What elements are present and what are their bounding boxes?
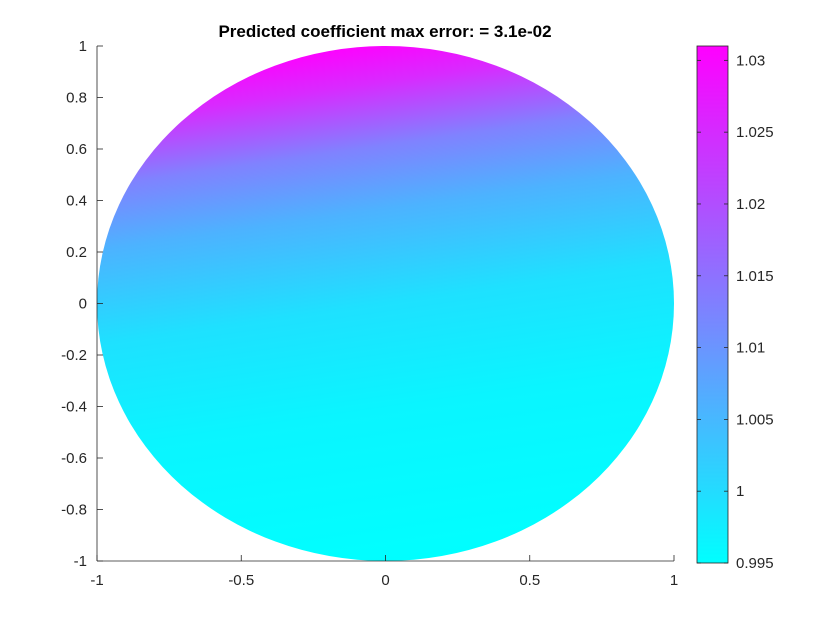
plot-area: -1 -0.5 0 0.5 1 -1 -0.8 -0.6 -0.4 -0.2 0 0.2 0.4 0.6 0… (61, 38, 678, 589)
x-tick-label: 0.5 (519, 572, 540, 589)
colorbar: 0.995 1 1.005 1.01 1.015 1.02 1.025 1.03 (696, 45, 774, 572)
colorbar-tick-label: 1.02 (736, 196, 765, 213)
y-tick-label: -0.4 (61, 399, 87, 416)
colorbar-tick-label: 1.03 (736, 52, 765, 69)
y-tick-label: 0.4 (66, 193, 87, 210)
colorbar-tick-label: 1.025 (736, 124, 774, 141)
colorbar-tick-label: 1.01 (736, 340, 765, 357)
y-tick-label: 1 (79, 38, 87, 55)
y-tick-label: 0.6 (66, 141, 87, 158)
y-tick-label: -0.6 (61, 450, 87, 467)
y-tick-label: -1 (74, 553, 87, 570)
y-tick-label: 0.2 (66, 244, 87, 261)
x-tick-label: 1 (670, 572, 678, 589)
x-tick-label: -0.5 (228, 572, 254, 589)
colorbar-tick-label: 1.015 (736, 268, 774, 285)
colorbar-tick-label: 1 (736, 483, 744, 500)
colorbar-ticks: 0.995 1 1.005 1.01 1.015 1.02 1.025 1.03 (697, 52, 774, 572)
y-tick-label: 0 (79, 296, 87, 313)
y-tick-label: -0.8 (61, 502, 87, 519)
y-tick-label: 0.8 (66, 90, 87, 107)
x-tick-label: 0 (381, 572, 389, 589)
disk-field (97, 46, 674, 561)
y-tick-label: -0.2 (61, 347, 87, 364)
axes: -1 -0.5 0 0.5 1 -1 -0.8 -0.6 -0.4 -0.2 0 0.2 0.4 0.6 0… (61, 38, 678, 589)
colorbar-tick-label: 0.995 (736, 555, 774, 572)
x-tick-label: -1 (90, 572, 103, 589)
chart-title: Predicted coefficient max error: = 3.1e-… (218, 22, 551, 41)
colorbar-tick-label: 1.005 (736, 411, 774, 428)
colorbar-gradient-bar (696, 45, 729, 564)
